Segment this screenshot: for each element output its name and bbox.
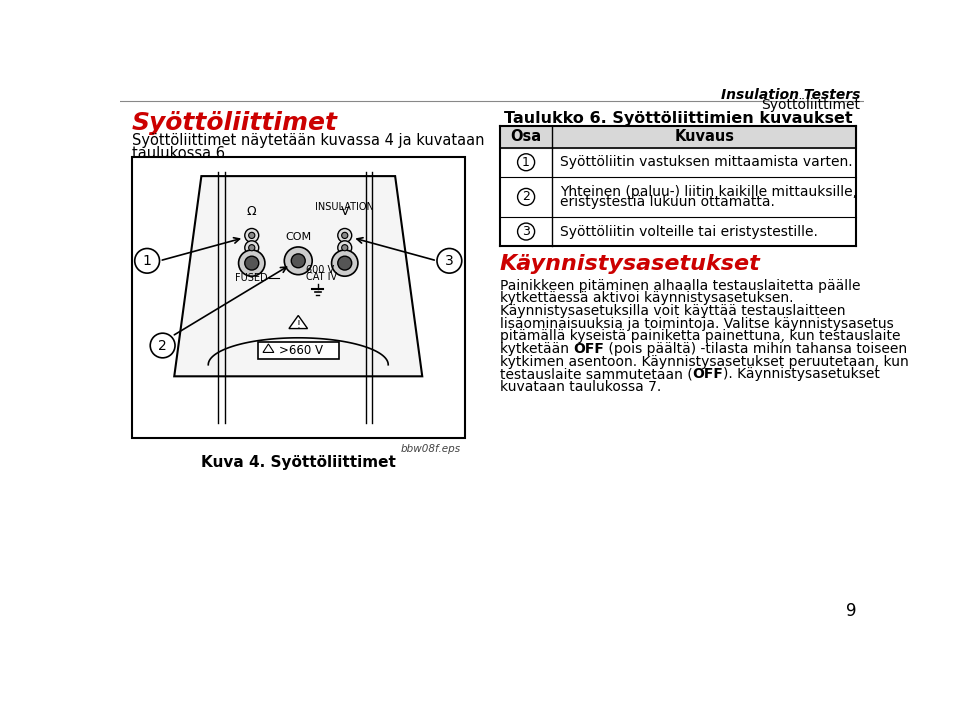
Text: OFF: OFF <box>573 342 604 356</box>
Text: CAT IV: CAT IV <box>306 272 337 282</box>
Text: pitämällä kyseistä painiketta painettuna, kun testauslaite: pitämällä kyseistä painiketta painettuna… <box>500 329 900 344</box>
Text: Syöttöliittimet: Syöttöliittimet <box>761 99 860 113</box>
Circle shape <box>517 189 535 206</box>
Polygon shape <box>289 315 307 329</box>
Circle shape <box>338 256 351 270</box>
Circle shape <box>338 229 351 242</box>
Text: Syöttöliittimet: Syöttöliittimet <box>132 111 338 134</box>
Polygon shape <box>175 176 422 377</box>
Text: kytketään: kytketään <box>500 342 573 356</box>
Text: 1: 1 <box>522 156 530 169</box>
Bar <box>132 157 465 438</box>
Text: Käynnistysasetuksilla voit käyttää testauslaitteen: Käynnistysasetuksilla voit käyttää testa… <box>500 304 845 318</box>
Text: Ω: Ω <box>247 206 256 218</box>
Polygon shape <box>263 344 274 353</box>
Text: kytkimen asentoon. Käynnistysasetukset peruutetaan, kun: kytkimen asentoon. Käynnistysasetukset p… <box>500 355 908 369</box>
Circle shape <box>245 256 259 270</box>
Text: 3: 3 <box>445 254 454 268</box>
Text: lisäominaisuuksia ja toimintoja. Valitse käynnistysasetus: lisäominaisuuksia ja toimintoja. Valitse… <box>500 317 894 331</box>
Circle shape <box>291 254 305 268</box>
Text: 3: 3 <box>522 225 530 238</box>
Text: Osa: Osa <box>511 130 541 144</box>
Text: ). Käynnistysasetukset: ). Käynnistysasetukset <box>724 367 880 382</box>
Circle shape <box>338 241 351 255</box>
Text: FUSED: FUSED <box>234 272 267 283</box>
Circle shape <box>331 250 358 276</box>
Circle shape <box>134 249 159 273</box>
Circle shape <box>517 223 535 240</box>
Circle shape <box>342 245 348 251</box>
Text: Painikkeen pitäminen alhaalla testauslaitetta päälle: Painikkeen pitäminen alhaalla testauslai… <box>500 279 860 293</box>
Bar <box>257 341 339 358</box>
Text: taulukossa 6.: taulukossa 6. <box>132 146 229 161</box>
Text: testauslaite sammutetaan (: testauslaite sammutetaan ( <box>500 367 692 382</box>
Text: Taulukko 6. Syöttöliittimien kuvaukset: Taulukko 6. Syöttöliittimien kuvaukset <box>504 111 852 125</box>
Text: 9: 9 <box>846 603 856 620</box>
Text: kuvataan taulukossa 7.: kuvataan taulukossa 7. <box>500 380 661 394</box>
Circle shape <box>437 249 462 273</box>
Circle shape <box>249 245 254 251</box>
Text: COM: COM <box>285 232 311 241</box>
Text: Yhteinen (paluu-) liitin kaikille mittauksille,: Yhteinen (paluu-) liitin kaikille mittau… <box>561 184 857 199</box>
Text: (pois päältä) -tilasta mihin tahansa toiseen: (pois päältä) -tilasta mihin tahansa toi… <box>604 342 907 356</box>
Circle shape <box>284 247 312 275</box>
Text: Käynnistysasetukset: Käynnistysasetukset <box>500 254 760 274</box>
Circle shape <box>239 250 265 276</box>
Text: 2: 2 <box>158 339 167 353</box>
Circle shape <box>342 232 348 239</box>
Circle shape <box>517 153 535 171</box>
Text: 2: 2 <box>522 190 530 203</box>
Circle shape <box>150 333 175 358</box>
Text: Kuvaus: Kuvaus <box>674 130 734 144</box>
Text: INSULATION: INSULATION <box>315 201 374 211</box>
Text: Syöttöliitin volteille tai eristystestille.: Syöttöliitin volteille tai eristystestil… <box>561 225 818 239</box>
Circle shape <box>245 229 259 242</box>
Text: eristystestiä lukuun ottamatta.: eristystestiä lukuun ottamatta. <box>561 195 775 209</box>
Circle shape <box>245 241 259 255</box>
Text: kytkettäessä aktivoi käynnistysasetuksen.: kytkettäessä aktivoi käynnistysasetuksen… <box>500 291 793 306</box>
Text: >660 V: >660 V <box>279 344 324 357</box>
Text: Syöttöliitin vastuksen mittaamista varten.: Syöttöliitin vastuksen mittaamista varte… <box>561 156 852 169</box>
Text: Syöttöliittimet näytetään kuvassa 4 ja kuvataan: Syöttöliittimet näytetään kuvassa 4 ja k… <box>132 133 484 148</box>
Text: !: ! <box>297 320 300 329</box>
Text: Insulation Testers: Insulation Testers <box>721 87 860 101</box>
Text: Kuva 4. Syöttöliittimet: Kuva 4. Syöttöliittimet <box>201 455 396 470</box>
Text: 600 V: 600 V <box>306 265 334 275</box>
Text: OFF: OFF <box>692 367 724 382</box>
Text: bbw08f.eps: bbw08f.eps <box>401 444 461 454</box>
Circle shape <box>249 232 254 239</box>
Text: 1: 1 <box>143 254 152 268</box>
Text: V: V <box>341 206 349 218</box>
